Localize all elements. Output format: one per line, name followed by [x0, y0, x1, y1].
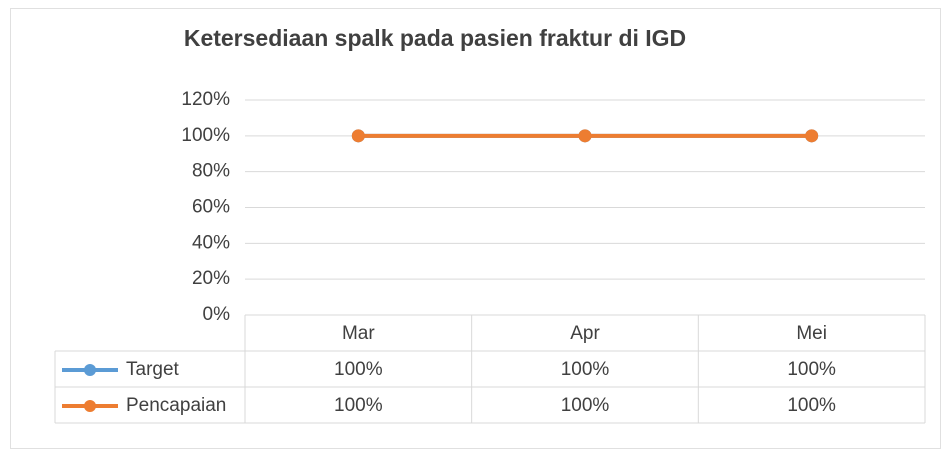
chart-frame — [10, 8, 941, 449]
legend-key-marker — [84, 364, 96, 376]
y-tick-label: 120% — [181, 89, 230, 110]
y-tick-label: 0% — [203, 304, 231, 325]
table-value: 100% — [334, 359, 383, 380]
data-point — [805, 129, 819, 143]
y-tick-label: 100% — [181, 125, 230, 146]
y-tick-label: 40% — [192, 232, 230, 253]
y-tick-label: 60% — [192, 197, 230, 218]
legend-label: Target — [126, 359, 180, 380]
table-value: 100% — [787, 359, 836, 380]
y-tick-label: 80% — [192, 161, 230, 182]
data-point — [578, 129, 592, 143]
y-tick-label: 20% — [192, 268, 230, 289]
table-value: 100% — [561, 359, 610, 380]
legend-key-marker — [84, 400, 96, 412]
legend-label: Pencapaian — [126, 395, 226, 416]
x-tick-label: Mar — [342, 323, 375, 344]
x-tick-label: Apr — [570, 323, 600, 344]
x-tick-label: Mei — [796, 323, 827, 344]
table-value: 100% — [561, 395, 610, 416]
table-value: 100% — [334, 395, 383, 416]
data-point — [351, 129, 365, 143]
table-value: 100% — [787, 395, 836, 416]
chart-title: Ketersediaan spalk pada pasien fraktur d… — [184, 25, 686, 51]
